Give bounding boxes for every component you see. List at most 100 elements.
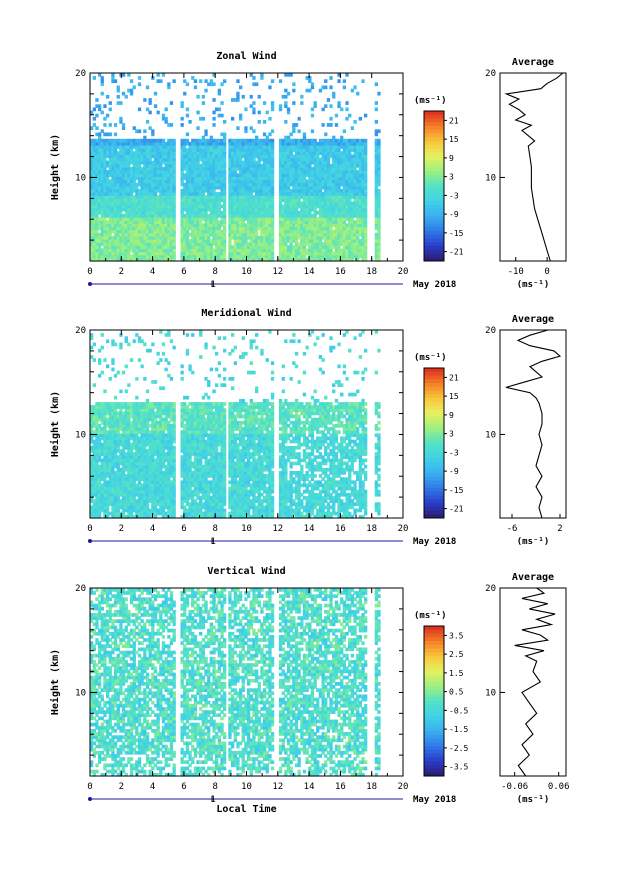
colorbar-tick-label: 15 [449,392,459,401]
colorbar-segment [424,193,444,198]
colorbar-tick-label: -9 [449,467,459,476]
colorbar-segment [424,114,444,119]
x-tick-label: 18 [366,267,377,277]
colorbar-segment [424,637,444,642]
colorbar-segment [424,738,444,743]
colorbar-tick-label: 2.5 [449,650,464,659]
y-tick-label: 20 [75,326,86,336]
x-tick-label: 8 [212,524,217,534]
colorbar-segment [424,514,444,519]
colorbar-frame [423,367,445,519]
x-tick-label: 8 [212,267,217,277]
x-tick-label: 16 [335,524,346,534]
colorbar-segment [424,379,444,384]
colorbar-segment [424,772,444,777]
profile-frame [499,72,567,262]
colorbar-segment [424,499,444,504]
colorbar-segment [424,216,444,221]
date-axis-marker [88,282,92,286]
colorbar-segment [424,439,444,444]
x-tick-label: 2 [119,524,124,534]
colorbar-tick-label: 9 [449,411,454,420]
colorbar-segment [424,648,444,653]
colorbar-segment [424,420,444,425]
colorbar-segment [424,761,444,766]
colorbar-segment [424,495,444,500]
colorbar-segment [424,133,444,138]
colorbar-segment [424,178,444,183]
colorbar-tick-label: 21 [449,116,459,125]
colorbar-segment [424,663,444,668]
colorbar-segment [424,697,444,702]
colorbar-tick-label: 3 [449,430,454,439]
colorbar-tick-label: 9 [449,154,454,163]
y-tick-label: 10 [75,688,86,698]
colorbar-segment [424,716,444,721]
colorbar-tick-label: 3 [449,173,454,182]
profile-title: Average [512,314,554,325]
colorbar-segment [424,708,444,713]
colorbar-segment [424,461,444,466]
colorbar-segment [424,171,444,176]
colorbar-segment [424,659,444,664]
colorbar-unit: (ms⁻¹) [414,611,447,621]
x-tick-label: 18 [366,782,377,792]
colorbar-tick-label: 15 [449,135,459,144]
colorbar-segment [424,242,444,247]
colorbar-segment [424,469,444,474]
colorbar-segment [424,450,444,455]
colorbar-segment [424,118,444,123]
colorbar-segment [424,510,444,515]
colorbar-segment [424,753,444,758]
colorbar-segment [424,768,444,773]
colorbar-segment [424,163,444,168]
x-tick-label: 8 [212,782,217,792]
x-tick-label: 16 [335,267,346,277]
x-tick-label: 4 [150,782,155,792]
colorbar-segment [424,152,444,157]
colorbar-segment [424,727,444,732]
profile-line [505,329,562,519]
colorbar-segment [424,731,444,736]
x-tick-label: 18 [366,524,377,534]
colorbar-segment [424,652,444,657]
colorbar-segment [424,435,444,440]
colorbar-segment [424,674,444,679]
colorbar-segment [424,148,444,153]
colorbar-segment [424,506,444,511]
colorbar-segment [424,746,444,751]
colorbar-segment [424,764,444,769]
colorbar-segment [424,208,444,213]
x-tick-label: 4 [150,267,155,277]
y-axis-label: Height (km) [49,134,61,200]
colorbar-tick-label: -15 [449,486,464,495]
profile-x-tick-label: -0.06 [501,782,528,792]
panel-title: Vertical Wind [207,565,285,577]
profile-y-tick-label: 10 [485,173,496,183]
x-tick-label: 16 [335,782,346,792]
x-tick-label: 20 [398,782,409,792]
colorbar-segment [424,458,444,463]
day-label: 1 [210,280,215,290]
colorbar-segment [424,480,444,485]
colorbar-segment [424,656,444,661]
x-tick-label: 10 [241,782,252,792]
x-tick-label: 20 [398,524,409,534]
x-tick-label: 10 [241,524,252,534]
colorbar-segment [424,156,444,161]
colorbar-frame [423,110,445,262]
colorbar-tick-label: -21 [449,505,464,514]
colorbar-segment [424,390,444,395]
colorbar-segment [424,231,444,236]
colorbar-segment [424,644,444,649]
profile-frame [499,587,567,777]
heatmap-cells [90,588,381,777]
colorbar-segment [424,431,444,436]
y-axis-label: Height (km) [49,649,61,715]
colorbar-segment [424,693,444,698]
colorbar-tick-label: 1.5 [449,669,464,678]
colorbar-segment [424,401,444,406]
colorbar-segment [424,253,444,258]
colorbar-segment [424,734,444,739]
panel-title: Meridional Wind [201,307,291,319]
